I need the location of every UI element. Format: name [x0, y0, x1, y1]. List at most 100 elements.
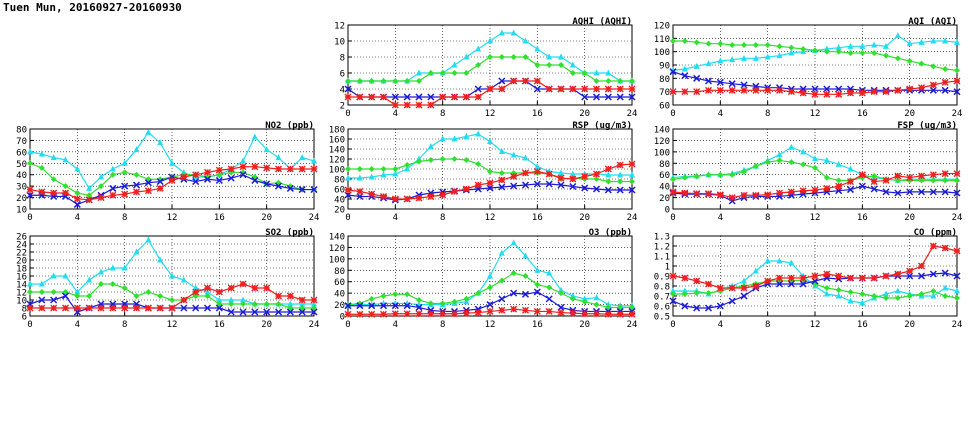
data-point-red	[97, 194, 105, 202]
data-point-green	[752, 42, 759, 48]
y-tick-label: 10	[16, 297, 27, 307]
x-tick-label: 24	[309, 213, 320, 223]
data-point-green	[121, 285, 128, 291]
data-point-red	[298, 165, 306, 173]
data-point-red	[156, 304, 164, 312]
y-tick-label: 16	[16, 273, 27, 283]
data-point-cyan	[86, 276, 93, 283]
data-point-red	[38, 188, 46, 196]
data-point-cyan	[345, 174, 351, 181]
data-point-red	[906, 174, 914, 182]
data-point-blue	[498, 295, 506, 303]
data-point-cyan	[629, 171, 635, 178]
y-tick-label: 40	[334, 290, 345, 300]
data-point-blue	[716, 302, 724, 310]
data-point-green	[133, 171, 140, 178]
data-point-cyan	[764, 257, 771, 264]
data-point-green	[593, 176, 600, 182]
x-tick-label: 12	[810, 109, 821, 119]
data-point-red	[882, 88, 890, 96]
data-point-cyan	[942, 284, 949, 291]
data-point-red	[918, 262, 925, 270]
data-point-green	[451, 70, 458, 76]
data-point-cyan	[121, 159, 128, 166]
y-tick-label: 0.9	[654, 273, 670, 283]
chart-title: SO2 (ppb)	[265, 228, 314, 238]
x-tick-label: 8	[765, 213, 770, 223]
data-point-green	[368, 295, 375, 302]
data-point-red	[391, 195, 399, 203]
data-point-green	[954, 67, 960, 74]
data-point-cyan	[498, 29, 505, 36]
data-point-cyan	[451, 135, 458, 142]
data-point-red	[823, 270, 831, 278]
data-point-cyan	[847, 42, 854, 49]
data-point-red	[569, 175, 577, 183]
data-point-green	[498, 54, 505, 60]
data-point-cyan	[534, 163, 541, 169]
data-point-cyan	[240, 157, 246, 164]
data-point-red	[275, 165, 282, 173]
data-point-red	[533, 307, 541, 315]
data-point-green	[475, 62, 482, 68]
data-point-red	[728, 194, 736, 202]
data-point-red	[298, 296, 306, 304]
data-point-red	[581, 173, 589, 180]
data-point-red	[180, 173, 188, 181]
data-point-cyan	[693, 62, 700, 69]
y-tick-label: 40	[334, 196, 345, 206]
data-point-red	[569, 309, 577, 317]
data-point-red	[787, 188, 795, 196]
y-tick-label: 110	[654, 35, 670, 45]
y-tick-label: 1.2	[654, 243, 670, 253]
data-point-blue	[132, 181, 141, 189]
data-point-green	[788, 159, 795, 166]
data-point-green	[776, 157, 783, 164]
data-point-cyan	[681, 65, 688, 72]
data-point-blue	[498, 183, 506, 191]
data-point-blue	[704, 304, 713, 312]
data-point-red	[870, 274, 878, 282]
data-point-blue	[787, 280, 795, 288]
data-point-green	[605, 178, 612, 185]
data-point-cyan	[204, 288, 211, 295]
y-tick-label: 1.1	[654, 253, 670, 263]
x-tick-label: 24	[952, 109, 963, 119]
data-point-green	[617, 78, 624, 84]
data-point-cyan	[918, 38, 925, 45]
data-point-cyan	[498, 249, 505, 256]
data-point-cyan	[776, 151, 783, 158]
data-point-red	[705, 190, 712, 198]
data-point-green	[251, 301, 258, 307]
data-point-green	[98, 183, 104, 190]
y-tick-label: 12	[16, 289, 27, 299]
data-point-cyan	[510, 239, 517, 246]
data-point-green	[581, 70, 588, 76]
chart-title: CO (ppm)	[914, 228, 957, 238]
data-point-cyan	[788, 49, 795, 56]
data-point-blue	[474, 85, 482, 93]
data-point-red	[681, 189, 689, 197]
y-tick-label: 180	[329, 126, 345, 136]
x-tick-label: 12	[810, 320, 821, 330]
data-point-red	[581, 85, 589, 93]
data-point-cyan	[98, 268, 104, 275]
data-point-red	[263, 284, 271, 292]
data-point-red	[415, 310, 423, 318]
data-point-red	[953, 170, 961, 178]
data-point-blue	[693, 304, 701, 312]
data-point-cyan	[670, 66, 676, 73]
data-point-green	[50, 176, 57, 183]
data-point-red	[62, 304, 69, 312]
data-point-blue	[356, 302, 364, 310]
data-point-blue	[180, 304, 188, 312]
data-point-blue	[379, 302, 388, 310]
data-point-green	[380, 293, 387, 299]
x-tick-label: 24	[952, 213, 963, 223]
data-point-cyan	[287, 300, 294, 307]
data-point-cyan	[487, 37, 493, 44]
data-point-green	[27, 160, 33, 167]
data-point-cyan	[392, 170, 399, 177]
data-point-blue	[215, 176, 223, 184]
